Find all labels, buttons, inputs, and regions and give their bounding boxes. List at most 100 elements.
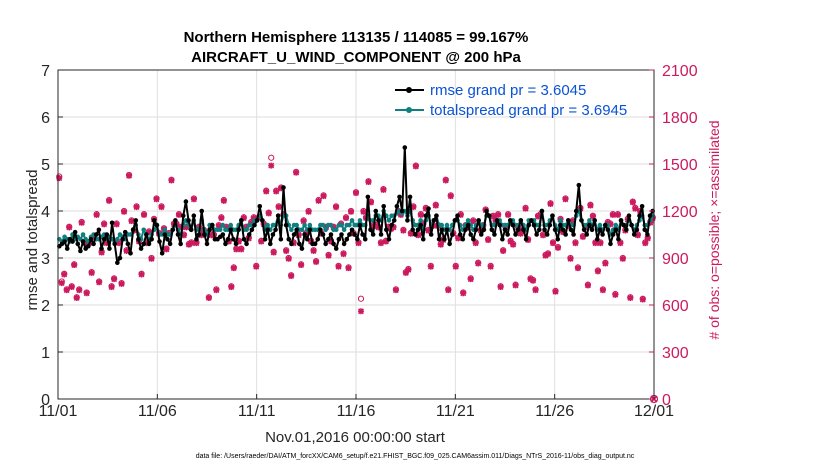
y-tick-label-left: 6 <box>41 110 50 127</box>
rmse-point <box>91 241 96 247</box>
rmse-point <box>244 241 249 247</box>
rmse-point <box>410 227 415 233</box>
totalspread-point <box>613 222 619 228</box>
obs-assimilated-marker <box>293 169 300 176</box>
rmse-point <box>70 239 75 244</box>
obs-assimilated-marker <box>275 204 282 211</box>
rmse-point <box>323 241 328 247</box>
rmse-point <box>552 227 558 233</box>
obs-assimilated-marker <box>71 262 78 269</box>
rmse-point <box>579 218 584 223</box>
rmse-point <box>626 213 632 218</box>
y-axis-label-left: rmse and totalspread <box>24 170 41 311</box>
rmse-point <box>186 218 191 223</box>
rmse-point <box>645 232 650 237</box>
obs-assimilated-marker <box>587 202 594 209</box>
y-tick-label-left: 2 <box>41 298 50 315</box>
rmse-point <box>225 236 231 242</box>
rmse-point <box>370 232 376 237</box>
obs-assimilated-marker <box>270 249 277 256</box>
obs-assimilated-marker <box>510 241 517 248</box>
obs-assimilated-marker <box>118 280 125 287</box>
rmse-point <box>349 227 355 233</box>
rmse-point <box>352 232 357 237</box>
obs-assimilated-marker <box>98 249 105 256</box>
obs-assimilated-marker <box>233 246 240 253</box>
legend-label-rmse: rmse grand pr = 3.6045 <box>430 82 586 99</box>
y-tick-label-left: 0 <box>41 392 50 409</box>
obs-assimilated-marker <box>248 219 255 226</box>
rmse-point <box>236 227 241 233</box>
x-tick-label: 11/01 <box>39 403 78 420</box>
obs-assimilated-marker <box>76 287 83 294</box>
obs-assimilated-marker <box>56 175 63 182</box>
rmse-point <box>544 232 550 237</box>
x-axis-label: Nov.01,2016 00:00:00 start <box>265 429 446 446</box>
rmse-point <box>93 232 99 237</box>
obs-assimilated-marker <box>320 193 327 200</box>
obs-assimilated-marker <box>422 205 429 212</box>
rmse-point <box>605 227 611 233</box>
rmse-point <box>399 208 405 214</box>
totalspread-point <box>339 222 344 228</box>
rmse-point <box>589 227 595 233</box>
rmse-point <box>423 213 429 218</box>
obs-assimilated-marker <box>545 251 552 258</box>
obs-assimilated-marker <box>634 232 641 239</box>
rmse-point <box>265 227 270 233</box>
rmse-point <box>120 236 125 242</box>
rmse-point <box>365 194 371 200</box>
obs-assimilated-marker <box>507 238 514 245</box>
rmse-point <box>86 243 91 249</box>
rmse-point <box>180 213 186 218</box>
obs-assimilated-marker <box>121 208 128 215</box>
obs-assimilated-marker <box>158 204 165 211</box>
rmse-point <box>115 260 120 266</box>
rmse-point <box>278 236 284 242</box>
obs-assimilated-marker <box>298 262 305 269</box>
obs-assimilated-marker <box>452 263 459 270</box>
obs-assimilated-marker <box>66 224 73 231</box>
obs-assimilated-marker <box>445 287 452 294</box>
rmse-point <box>202 232 207 237</box>
rmse-point <box>389 222 394 228</box>
rmse-point <box>576 182 582 188</box>
rmse-point <box>223 241 228 247</box>
rmse-point <box>518 218 524 223</box>
rmse-point <box>478 232 484 237</box>
obs-assimilated-marker <box>325 252 332 259</box>
obs-assimilated-marker <box>315 197 322 204</box>
obs-assimilated-marker <box>457 211 464 218</box>
obs-assimilated-marker <box>442 177 449 184</box>
obs-assimilated-marker <box>223 224 230 231</box>
obs-assimilated-marker <box>175 211 182 218</box>
legend-label-totalspread: totalspread grand pr = 3.6945 <box>430 102 627 119</box>
rmse-point <box>610 232 616 237</box>
obs-possible-marker <box>268 154 275 161</box>
totalspread-point <box>349 218 355 223</box>
rmse-point <box>413 232 418 237</box>
obs-assimilated-marker <box>609 211 616 218</box>
obs-assimilated-marker <box>63 287 70 294</box>
obs-assimilated-marker <box>607 221 614 228</box>
rmse-point <box>88 236 94 242</box>
obs-assimilated-marker <box>502 224 509 231</box>
y-tick-label-right: 1500 <box>662 157 698 174</box>
totalspread-point <box>323 227 328 233</box>
obs-assimilated-marker <box>330 224 337 231</box>
rmse-point <box>428 232 434 237</box>
obs-assimilated-marker <box>126 172 133 179</box>
obs-assimilated-marker <box>612 291 619 298</box>
y-axis-label-right: # of obs: o=possible; ×=assimilated <box>706 120 722 339</box>
obs-assimilated-marker <box>128 218 135 225</box>
obs-assimilated-marker <box>213 287 220 294</box>
obs-assimilated-marker <box>497 283 504 290</box>
totalspread-point <box>299 227 305 233</box>
rmse-point <box>122 229 128 235</box>
rmse-point <box>391 218 397 223</box>
rmse-point <box>436 236 442 242</box>
rmse-point <box>489 227 495 233</box>
obs-assimilated-marker <box>205 294 212 301</box>
rmse-point <box>241 236 247 242</box>
